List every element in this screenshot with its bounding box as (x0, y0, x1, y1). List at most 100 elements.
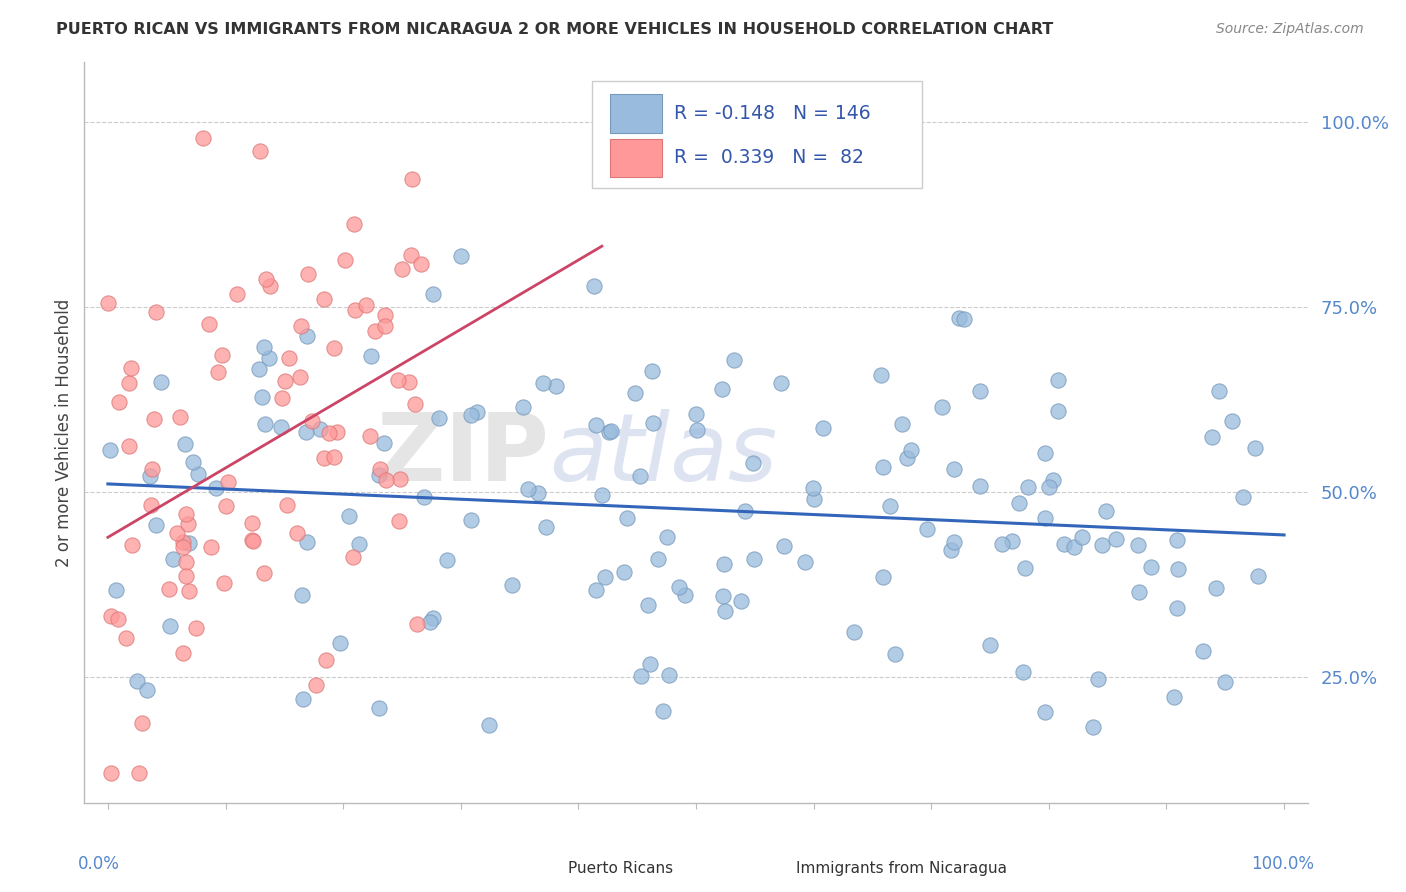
Point (734, 504, 756, 518)
Point (172, 646, 194, 660)
Point (1094, 503, 1116, 517)
Point (686, 423, 709, 437)
Point (941, 542, 963, 557)
Point (931, 400, 953, 414)
Point (291, 588, 314, 602)
Point (668, 580, 690, 594)
Point (1243, 441, 1265, 455)
Point (309, 422, 332, 436)
Point (117, 376, 139, 391)
Point (624, 385, 647, 400)
Point (870, 368, 893, 383)
Point (367, 700, 389, 714)
Point (711, 382, 734, 396)
Point (422, 287, 444, 301)
Point (516, 483, 538, 497)
Point (297, 535, 319, 549)
Point (942, 462, 965, 476)
Point (1166, 601, 1188, 615)
Point (207, 365, 229, 379)
Text: atlas: atlas (550, 409, 778, 500)
Point (205, 481, 228, 495)
Point (883, 647, 905, 661)
Point (1033, 511, 1056, 525)
Point (253, 340, 276, 354)
Point (343, 302, 366, 317)
Point (359, 429, 381, 443)
Point (373, 435, 395, 450)
Point (744, 551, 766, 566)
Point (803, 491, 825, 506)
Point (673, 588, 696, 602)
Point (527, 485, 550, 500)
Point (427, 410, 450, 425)
FancyBboxPatch shape (534, 857, 567, 880)
Point (131, 716, 153, 731)
Point (872, 460, 894, 475)
Point (711, 589, 734, 603)
Point (1105, 533, 1128, 547)
Point (360, 349, 382, 363)
Point (422, 611, 444, 625)
Point (172, 540, 194, 554)
Point (1205, 582, 1227, 596)
Point (512, 401, 534, 415)
Point (215, 499, 238, 513)
Text: 100.0%: 100.0% (1251, 855, 1313, 872)
Point (1014, 561, 1036, 575)
Text: Immigrants from Nicaragua: Immigrants from Nicaragua (796, 861, 1007, 876)
Point (1220, 414, 1243, 428)
Point (1140, 560, 1163, 574)
Point (191, 130, 214, 145)
Point (388, 514, 411, 528)
Point (450, 249, 472, 263)
Point (187, 467, 209, 482)
Point (641, 364, 664, 378)
Point (212, 576, 235, 591)
Point (628, 468, 651, 483)
Point (460, 409, 482, 423)
Point (742, 456, 765, 470)
Point (318, 425, 340, 440)
Point (1042, 473, 1064, 487)
Point (465, 405, 488, 419)
Point (793, 556, 815, 570)
Point (166, 525, 188, 540)
Point (179, 583, 201, 598)
Point (544, 379, 567, 393)
Point (277, 351, 299, 365)
Text: 0.0%: 0.0% (79, 855, 120, 872)
Point (240, 516, 263, 530)
FancyBboxPatch shape (761, 857, 793, 880)
Point (1128, 585, 1150, 599)
Point (942, 535, 965, 549)
Point (247, 362, 270, 376)
Point (368, 462, 391, 476)
Point (120, 361, 142, 376)
Point (305, 678, 328, 692)
Point (250, 390, 273, 404)
Text: R =  0.339   N =  82: R = 0.339 N = 82 (673, 148, 863, 168)
Point (1008, 495, 1031, 509)
Point (585, 582, 607, 597)
Point (315, 653, 337, 667)
Point (121, 538, 143, 552)
Point (179, 536, 201, 550)
Point (803, 481, 825, 495)
Point (412, 490, 434, 504)
Point (478, 718, 501, 732)
Point (1215, 674, 1237, 689)
Point (149, 376, 172, 390)
Point (401, 248, 423, 262)
Point (312, 451, 335, 466)
Point (270, 420, 292, 434)
Text: Source: ZipAtlas.com: Source: ZipAtlas.com (1216, 22, 1364, 37)
Point (879, 499, 901, 513)
Point (105, 583, 128, 598)
Point (374, 308, 396, 322)
Point (387, 373, 409, 387)
Point (1047, 373, 1070, 387)
Point (391, 261, 413, 276)
Point (658, 668, 681, 682)
Point (1126, 538, 1149, 552)
